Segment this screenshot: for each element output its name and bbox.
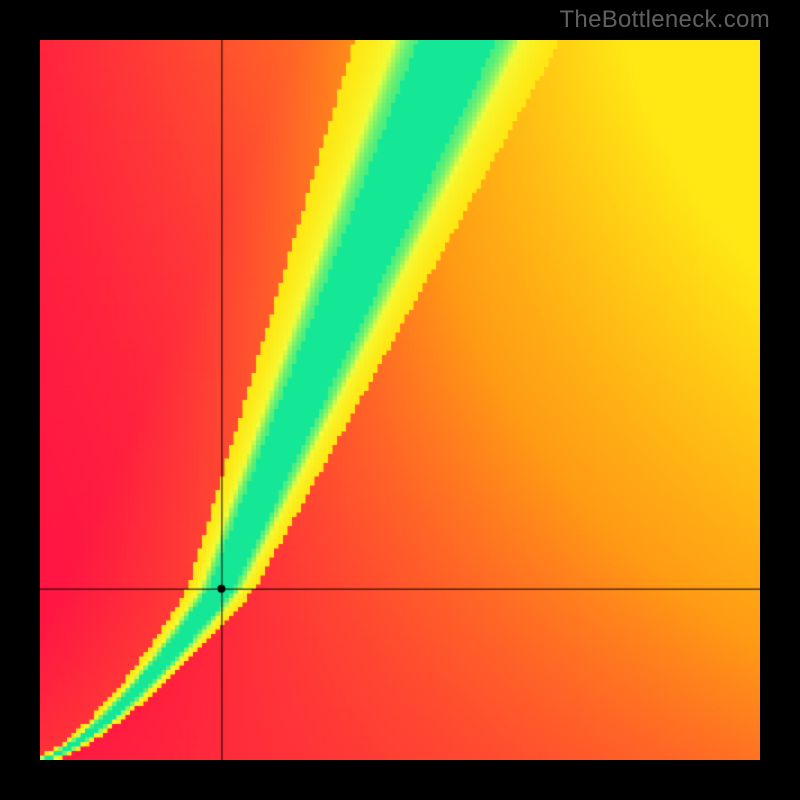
heatmap-canvas bbox=[40, 40, 760, 760]
heatmap-plot bbox=[40, 40, 760, 760]
root-container: TheBottleneck.com bbox=[0, 0, 800, 800]
watermark-text: TheBottleneck.com bbox=[559, 6, 770, 34]
